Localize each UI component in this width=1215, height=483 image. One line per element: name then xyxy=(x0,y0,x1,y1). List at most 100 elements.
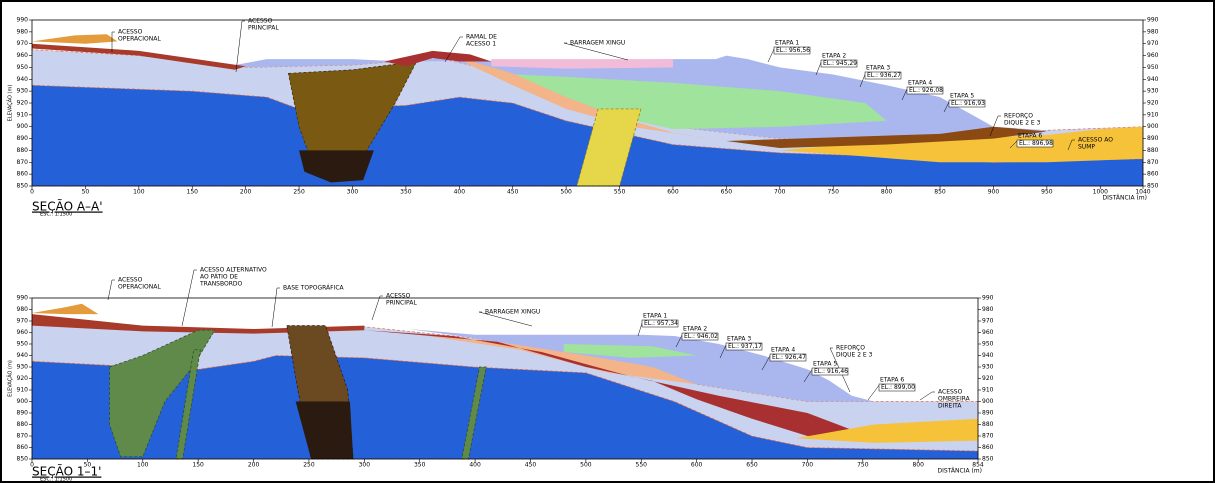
stage-name: ETAPA 5 xyxy=(950,93,974,100)
annotation: BASE TOPOGRÁFICA xyxy=(283,285,345,292)
x-tick-label: 100 xyxy=(137,462,149,469)
section-scale: ESC.: 1:1500 xyxy=(40,477,72,483)
geologic-layer xyxy=(32,303,99,315)
annotation: SUMP xyxy=(1078,144,1095,151)
geologic-layer xyxy=(109,329,216,458)
y-tick-label: 880 xyxy=(17,147,29,154)
elevation-box xyxy=(773,46,811,55)
y-tick-label: 990 xyxy=(1147,17,1159,24)
x-tick-label: 750 xyxy=(857,462,869,469)
geologic-layer xyxy=(384,50,492,67)
x-tick-label: 854 xyxy=(972,462,984,469)
annotation: ACESSO AO xyxy=(1078,137,1113,144)
elevation-box xyxy=(811,367,849,376)
x-tick-label: 450 xyxy=(525,462,537,469)
leader-line xyxy=(989,115,1001,137)
geologic-layer xyxy=(563,344,697,358)
y-tick-label: 960 xyxy=(1147,52,1159,59)
stage-name: ETAPA 6 xyxy=(880,377,904,384)
annotation: PRINCIPAL xyxy=(386,300,417,307)
elevation-box xyxy=(906,86,944,95)
y-tick-label: 970 xyxy=(982,318,994,325)
leader-line xyxy=(371,295,383,321)
y-tick-label: 930 xyxy=(982,364,994,371)
leader-line xyxy=(478,311,533,327)
stage-elevation: EL.: 916,93 xyxy=(951,100,985,107)
elevation-box xyxy=(864,71,902,80)
x-tick-label: 500 xyxy=(580,462,592,469)
geologic-layer xyxy=(419,334,697,385)
x-tick-label: 550 xyxy=(614,189,626,196)
stage-name: ETAPA 3 xyxy=(866,65,890,72)
y-tick-label: 930 xyxy=(1147,88,1159,95)
elevation-box xyxy=(769,353,807,362)
leader-line xyxy=(181,269,197,327)
y-tick-label: 870 xyxy=(1147,159,1159,166)
y-tick-label: 900 xyxy=(982,398,994,405)
y-tick-label: 960 xyxy=(982,329,994,336)
x-tick-label: 600 xyxy=(691,462,703,469)
annotation: DIQUE 2 E 3 xyxy=(836,352,873,359)
leader-line xyxy=(1009,139,1019,149)
y-tick-label: 870 xyxy=(17,433,29,440)
y-tick-label: 910 xyxy=(1147,111,1159,118)
y-tick-label: 930 xyxy=(17,88,29,95)
y-tick-label: 900 xyxy=(17,123,29,130)
stage-name: ETAPA 2 xyxy=(822,53,846,60)
stage-name: ETAPA 1 xyxy=(643,313,667,320)
y-tick-label: 860 xyxy=(17,171,29,178)
annotation: OMBREIRA xyxy=(938,396,971,403)
y-tick-label: 880 xyxy=(982,421,994,428)
geologic-layer xyxy=(287,61,418,157)
stage-elevation: EL.: 946,02 xyxy=(684,333,718,340)
y-tick-label: 890 xyxy=(1147,135,1159,142)
section-title: SEÇÃO A–A' xyxy=(32,199,103,214)
annotation: BARRAGEM XINGU xyxy=(570,40,625,47)
y-tick-label: 980 xyxy=(17,306,29,313)
x-tick-label: 1040 xyxy=(1135,189,1150,196)
x-tick-label: 950 xyxy=(1041,189,1053,196)
x-tick-label: 150 xyxy=(187,189,199,196)
y-tick-label: 940 xyxy=(1147,76,1159,83)
section: 850 850 860 860 870 870 880 880 890 890 900 900 910 9… xyxy=(7,267,994,483)
x-tick-label: 1000 xyxy=(1093,189,1108,196)
y-tick-label: 920 xyxy=(982,375,994,382)
geologic-layer xyxy=(491,59,673,69)
leader-line xyxy=(235,20,245,73)
stage-elevation: EL.: 936,27 xyxy=(867,72,901,79)
y-tick-label: 900 xyxy=(17,398,29,405)
y-tick-label: 860 xyxy=(17,444,29,451)
annotation: TRANSBORDO xyxy=(199,281,243,288)
y-tick-label: 990 xyxy=(982,295,994,302)
stage-elevation: EL.: 916,46 xyxy=(814,368,848,375)
x-axis-label: DISTÂNCIA (m) xyxy=(938,468,983,475)
y-tick-label: 870 xyxy=(982,433,994,440)
x-tick-label: 700 xyxy=(774,189,786,196)
annotation: BARRAGEM XINGU xyxy=(485,309,540,316)
stage-elevation: EL.: 945,29 xyxy=(823,60,857,67)
y-tick-label: 880 xyxy=(1147,147,1159,154)
elevation-box xyxy=(641,319,679,328)
x-tick-label: 800 xyxy=(912,462,924,469)
y-tick-label: 970 xyxy=(17,318,29,325)
y-tick-label: 990 xyxy=(17,17,29,24)
x-tick-label: 200 xyxy=(240,189,252,196)
x-tick-label: 300 xyxy=(359,462,371,469)
annotation: ACESSO 1 xyxy=(466,41,496,48)
x-tick-label: 600 xyxy=(667,189,679,196)
stage-name: ETAPA 5 xyxy=(813,361,837,368)
y-tick-label: 880 xyxy=(17,421,29,428)
y-tick-label: 990 xyxy=(17,295,29,302)
x-tick-label: 50 xyxy=(82,189,90,196)
annotation: ACESSO xyxy=(118,277,143,284)
geologic-layer xyxy=(295,401,354,459)
y-tick-label: 960 xyxy=(17,52,29,59)
geologic-layer xyxy=(364,330,874,439)
stage-elevation: EL.: 899,00 xyxy=(881,384,915,391)
y-tick-label: 980 xyxy=(1147,28,1159,35)
elevation-box xyxy=(878,383,916,392)
annotation: OPERACIONAL xyxy=(118,36,161,43)
leader-line xyxy=(271,287,280,328)
y-tick-label: 910 xyxy=(17,387,29,394)
